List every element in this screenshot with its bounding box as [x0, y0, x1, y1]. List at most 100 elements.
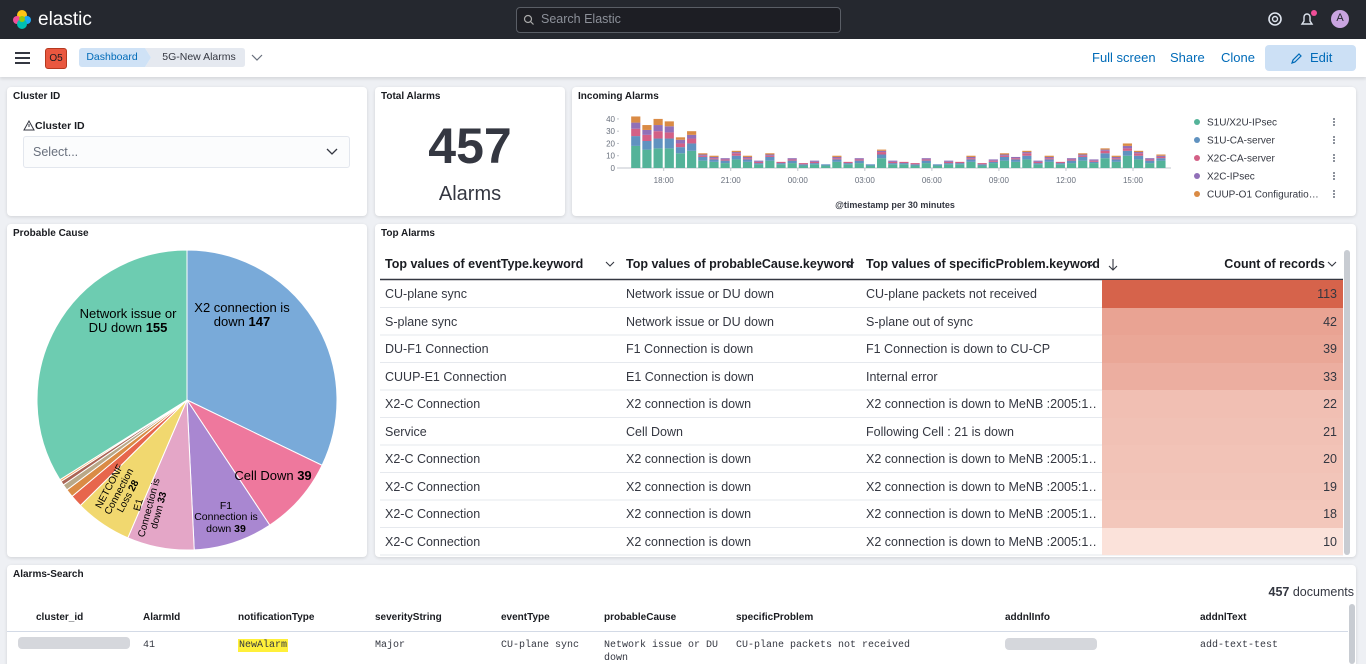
bar-segment — [854, 160, 864, 164]
bar-segment — [1033, 164, 1043, 168]
count-cell-bg — [1102, 280, 1343, 308]
brand[interactable]: elastic — [38, 9, 92, 30]
table-cell: F1 Connection is down — [626, 342, 754, 356]
search-box[interactable]: Search Elastic — [516, 7, 841, 33]
y-tick-label: 0 — [611, 164, 616, 173]
doc-count-number: 457 — [1268, 585, 1290, 599]
count-cell: 19 — [1323, 479, 1337, 494]
edit-button[interactable]: Edit — [1265, 45, 1356, 71]
table-cell: add-text-test — [1200, 640, 1279, 651]
bar-segment — [877, 152, 887, 155]
bar-segment — [631, 145, 641, 168]
pie-value: 33 — [156, 490, 170, 505]
pie-label-text: Network issue or DU down 155 — [73, 307, 183, 334]
table-cell: X2-C Connection — [385, 397, 481, 411]
breadcrumb-chevron[interactable] — [251, 53, 263, 63]
bar-segment — [1134, 150, 1144, 153]
bar-segment — [765, 160, 775, 168]
y-tick-label: 40 — [606, 115, 615, 124]
breadcrumb[interactable]: Dashboard — [79, 48, 145, 67]
bar-segment — [765, 154, 775, 156]
bar-segment — [798, 165, 808, 168]
count-cell-bg — [1102, 307, 1343, 335]
header-chevron[interactable] — [605, 261, 615, 267]
share-button[interactable]: Share — [1170, 50, 1205, 65]
table-cell: X2 connection is down — [626, 534, 752, 549]
help-icon[interactable] — [1268, 12, 1282, 26]
bar-segment — [675, 153, 686, 168]
bar-segment — [709, 158, 719, 160]
bar-segment — [642, 125, 652, 130]
cluster-select[interactable]: Select... — [23, 136, 350, 168]
bar-segment — [1066, 160, 1077, 164]
bar-segment — [1122, 145, 1133, 149]
legend-menu-dot — [1333, 136, 1335, 138]
bar-segment — [977, 165, 987, 168]
avatar[interactable] — [1331, 10, 1349, 28]
bar-segment — [731, 150, 741, 153]
count-cell-bg — [1102, 500, 1343, 528]
bar-segment — [1078, 160, 1088, 168]
count-cell-bg — [1102, 335, 1343, 363]
bar-segment — [899, 164, 909, 168]
bar-segment — [977, 164, 987, 166]
table-cell: X2-C Connection — [385, 507, 481, 521]
bar-segment — [944, 161, 954, 164]
header-chevron[interactable] — [1086, 261, 1096, 267]
avatar-letter: A — [1336, 12, 1344, 24]
legend-menu-dot — [1333, 175, 1335, 177]
legend-menu-dot — [1333, 160, 1335, 162]
table-cell: X2-C Connection — [385, 452, 481, 466]
count-cell: 33 — [1323, 369, 1337, 384]
full-screen-button[interactable]: Full screen — [1092, 50, 1156, 65]
bar-segment — [921, 163, 931, 168]
bar-segment — [910, 163, 920, 165]
bar-segment — [765, 153, 775, 155]
bar-segment — [843, 161, 853, 164]
bar-segment — [832, 158, 842, 160]
space-badge[interactable]: O5 — [45, 48, 67, 69]
y-tick-label: 20 — [606, 139, 615, 148]
bar-segment — [1134, 159, 1144, 168]
sort-icon — [1108, 259, 1118, 271]
panel-title: Total Alarms — [381, 91, 441, 102]
bar-segment — [966, 155, 976, 157]
bar-segment — [888, 161, 898, 164]
bar-segment — [687, 138, 697, 144]
x-tick-label: 15:00 — [1123, 176, 1144, 185]
bar-segment — [1089, 161, 1099, 164]
bar-segment — [754, 161, 764, 164]
bar-segment — [709, 156, 719, 159]
bar-segment — [687, 134, 697, 139]
bars — [631, 116, 1166, 168]
incoming-alarms-panel: Incoming Alarms — [572, 87, 1356, 216]
bar-segment — [832, 156, 842, 159]
bar-segment — [865, 165, 876, 168]
header-chevron[interactable] — [1327, 261, 1337, 267]
breadcrumb-shape — [145, 48, 245, 67]
bar-segment — [742, 155, 753, 157]
bar-segment — [698, 160, 708, 168]
panel-title: Cluster ID — [13, 91, 61, 102]
table-cell: S-plane out of sync — [866, 314, 974, 329]
pie-category: Network issue or DU down — [79, 306, 177, 335]
bar-segment — [798, 163, 808, 165]
bar-segment — [1122, 150, 1133, 156]
column-header: specificProblem — [736, 612, 814, 623]
bar-segment — [720, 158, 730, 160]
table-scrollbar — [1349, 604, 1355, 664]
metric-label: Alarms — [438, 183, 502, 205]
header-chevron[interactable] — [845, 261, 855, 267]
column-header: cluster_id — [36, 612, 84, 623]
legend-menu-dot — [1333, 142, 1335, 144]
clone-button[interactable]: Clone — [1221, 50, 1255, 65]
bar-segment — [1044, 159, 1054, 162]
elastic-logo[interactable] — [12, 9, 32, 29]
table-cell: Cell Down — [626, 424, 683, 439]
column-header: AlarmId — [143, 612, 181, 623]
menu-button[interactable] — [15, 52, 31, 65]
notifications-icon[interactable] — [1300, 13, 1314, 25]
legend-label: S1U/X2U-IPsec — [1207, 118, 1277, 129]
table-cell: X2-C Connection — [385, 534, 481, 549]
bar-segment — [1122, 143, 1133, 146]
